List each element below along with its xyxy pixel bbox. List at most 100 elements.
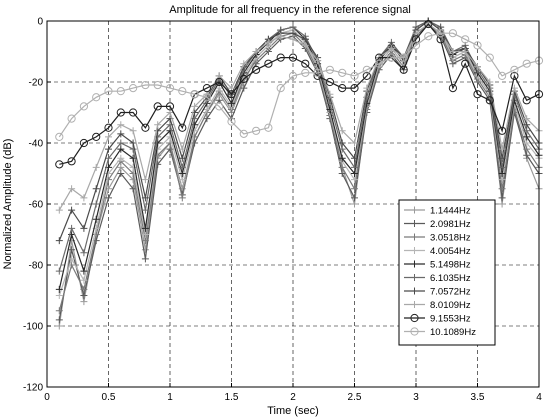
data-point: [55, 267, 63, 275]
data-point: [301, 68, 310, 77]
data-point: [522, 96, 531, 105]
legend-entry: 4.0054Hz: [404, 246, 471, 257]
data-point: [68, 206, 76, 214]
series-group: [55, 17, 544, 330]
data-point: [154, 121, 162, 129]
data-point: [523, 127, 531, 135]
data-point: [117, 145, 125, 153]
data-point: [461, 35, 470, 44]
data-point: [55, 322, 63, 330]
data-point: [203, 105, 211, 113]
series-10.1089Hz: [55, 29, 544, 141]
data-point: [351, 200, 358, 208]
data-point: [351, 163, 358, 171]
data-point: [351, 139, 358, 147]
data-point: [202, 84, 211, 93]
data-point: [105, 194, 112, 202]
y-tick-label: -20: [29, 78, 44, 89]
data-point: [411, 233, 418, 241]
data-point: [510, 71, 519, 81]
data-point: [362, 65, 371, 74]
legend: 1.1444Hz 2.0981Hz 3.0518Hz 4.0054Hz 5.1498Hz…: [398, 199, 496, 346]
data-point: [399, 53, 408, 62]
data-point: [436, 35, 445, 44]
data-point: [410, 313, 419, 323]
data-point: [191, 102, 199, 110]
x-tick-label: 2: [290, 392, 296, 403]
data-point: [411, 220, 418, 227]
data-point: [92, 93, 101, 102]
data-point: [55, 237, 63, 245]
data-point: [301, 41, 309, 49]
data-point: [178, 123, 187, 132]
data-point: [141, 246, 149, 254]
x-tick-label: 0: [44, 392, 50, 403]
legend-entry: 7.0572Hz: [404, 287, 471, 298]
series-line: [58, 20, 540, 272]
data-point: [474, 63, 481, 71]
data-point: [92, 231, 100, 238]
series-8.0109Hz: [55, 20, 543, 214]
data-point: [178, 154, 186, 162]
data-point: [117, 163, 125, 171]
data-point: [523, 151, 531, 159]
data-point: [338, 84, 347, 93]
data-point: [141, 231, 149, 238]
data-point: [410, 327, 419, 336]
data-point: [338, 170, 346, 177]
data-point: [351, 154, 358, 162]
data-point: [473, 41, 482, 50]
data-point: [350, 84, 359, 93]
data-point: [105, 133, 112, 141]
data-point: [338, 139, 346, 147]
legend-label: 2.0981Hz: [430, 219, 471, 230]
data-point: [424, 32, 433, 41]
data-point: [264, 38, 272, 46]
data-point: [116, 87, 125, 96]
y-tick-label: -100: [23, 322, 43, 333]
data-point: [289, 29, 297, 37]
data-point: [240, 84, 248, 92]
data-point: [80, 298, 88, 306]
data-point: [523, 133, 531, 141]
legend-entry: 1.1444Hz: [404, 206, 471, 217]
data-point: [523, 145, 531, 153]
data-point: [523, 139, 531, 147]
data-point: [79, 138, 89, 148]
data-point: [92, 215, 100, 223]
data-point: [473, 90, 482, 99]
data-point: [165, 84, 175, 93]
data-point: [436, 29, 445, 38]
data-point: [92, 132, 101, 141]
data-point: [350, 71, 359, 81]
data-point: [92, 200, 100, 208]
data-point: [411, 35, 421, 44]
data-point: [117, 154, 125, 162]
y-tick-label: -60: [29, 200, 44, 211]
data-point: [55, 316, 63, 324]
data-point: [252, 126, 261, 135]
x-tick-label: 0.5: [102, 392, 116, 403]
legend-label: 10.1089Hz: [430, 327, 476, 338]
legend-label: 3.0518Hz: [430, 233, 471, 244]
series-line: [58, 32, 540, 138]
data-point: [55, 132, 64, 141]
x-axis-ticks: 0 0.5 1 1.5 2 2.5 3 3.5 4: [44, 383, 542, 403]
x-tick-label: 3: [413, 392, 419, 403]
data-point: [289, 23, 297, 31]
data-point: [104, 87, 113, 96]
data-point: [338, 145, 346, 153]
data-point: [153, 102, 162, 111]
data-point: [461, 59, 470, 68]
data-point: [387, 53, 396, 62]
data-point: [191, 121, 199, 129]
data-point: [314, 57, 322, 65]
data-point: [80, 224, 88, 232]
data-point: [129, 139, 137, 147]
data-point: [498, 145, 506, 153]
data-point: [191, 133, 199, 141]
legend-label: 5.1498Hz: [430, 260, 471, 271]
y-axis-ticks: -120 -100 -80 -60 -40 -20 0: [23, 17, 51, 394]
data-point: [313, 68, 322, 77]
data-point: [338, 154, 346, 162]
